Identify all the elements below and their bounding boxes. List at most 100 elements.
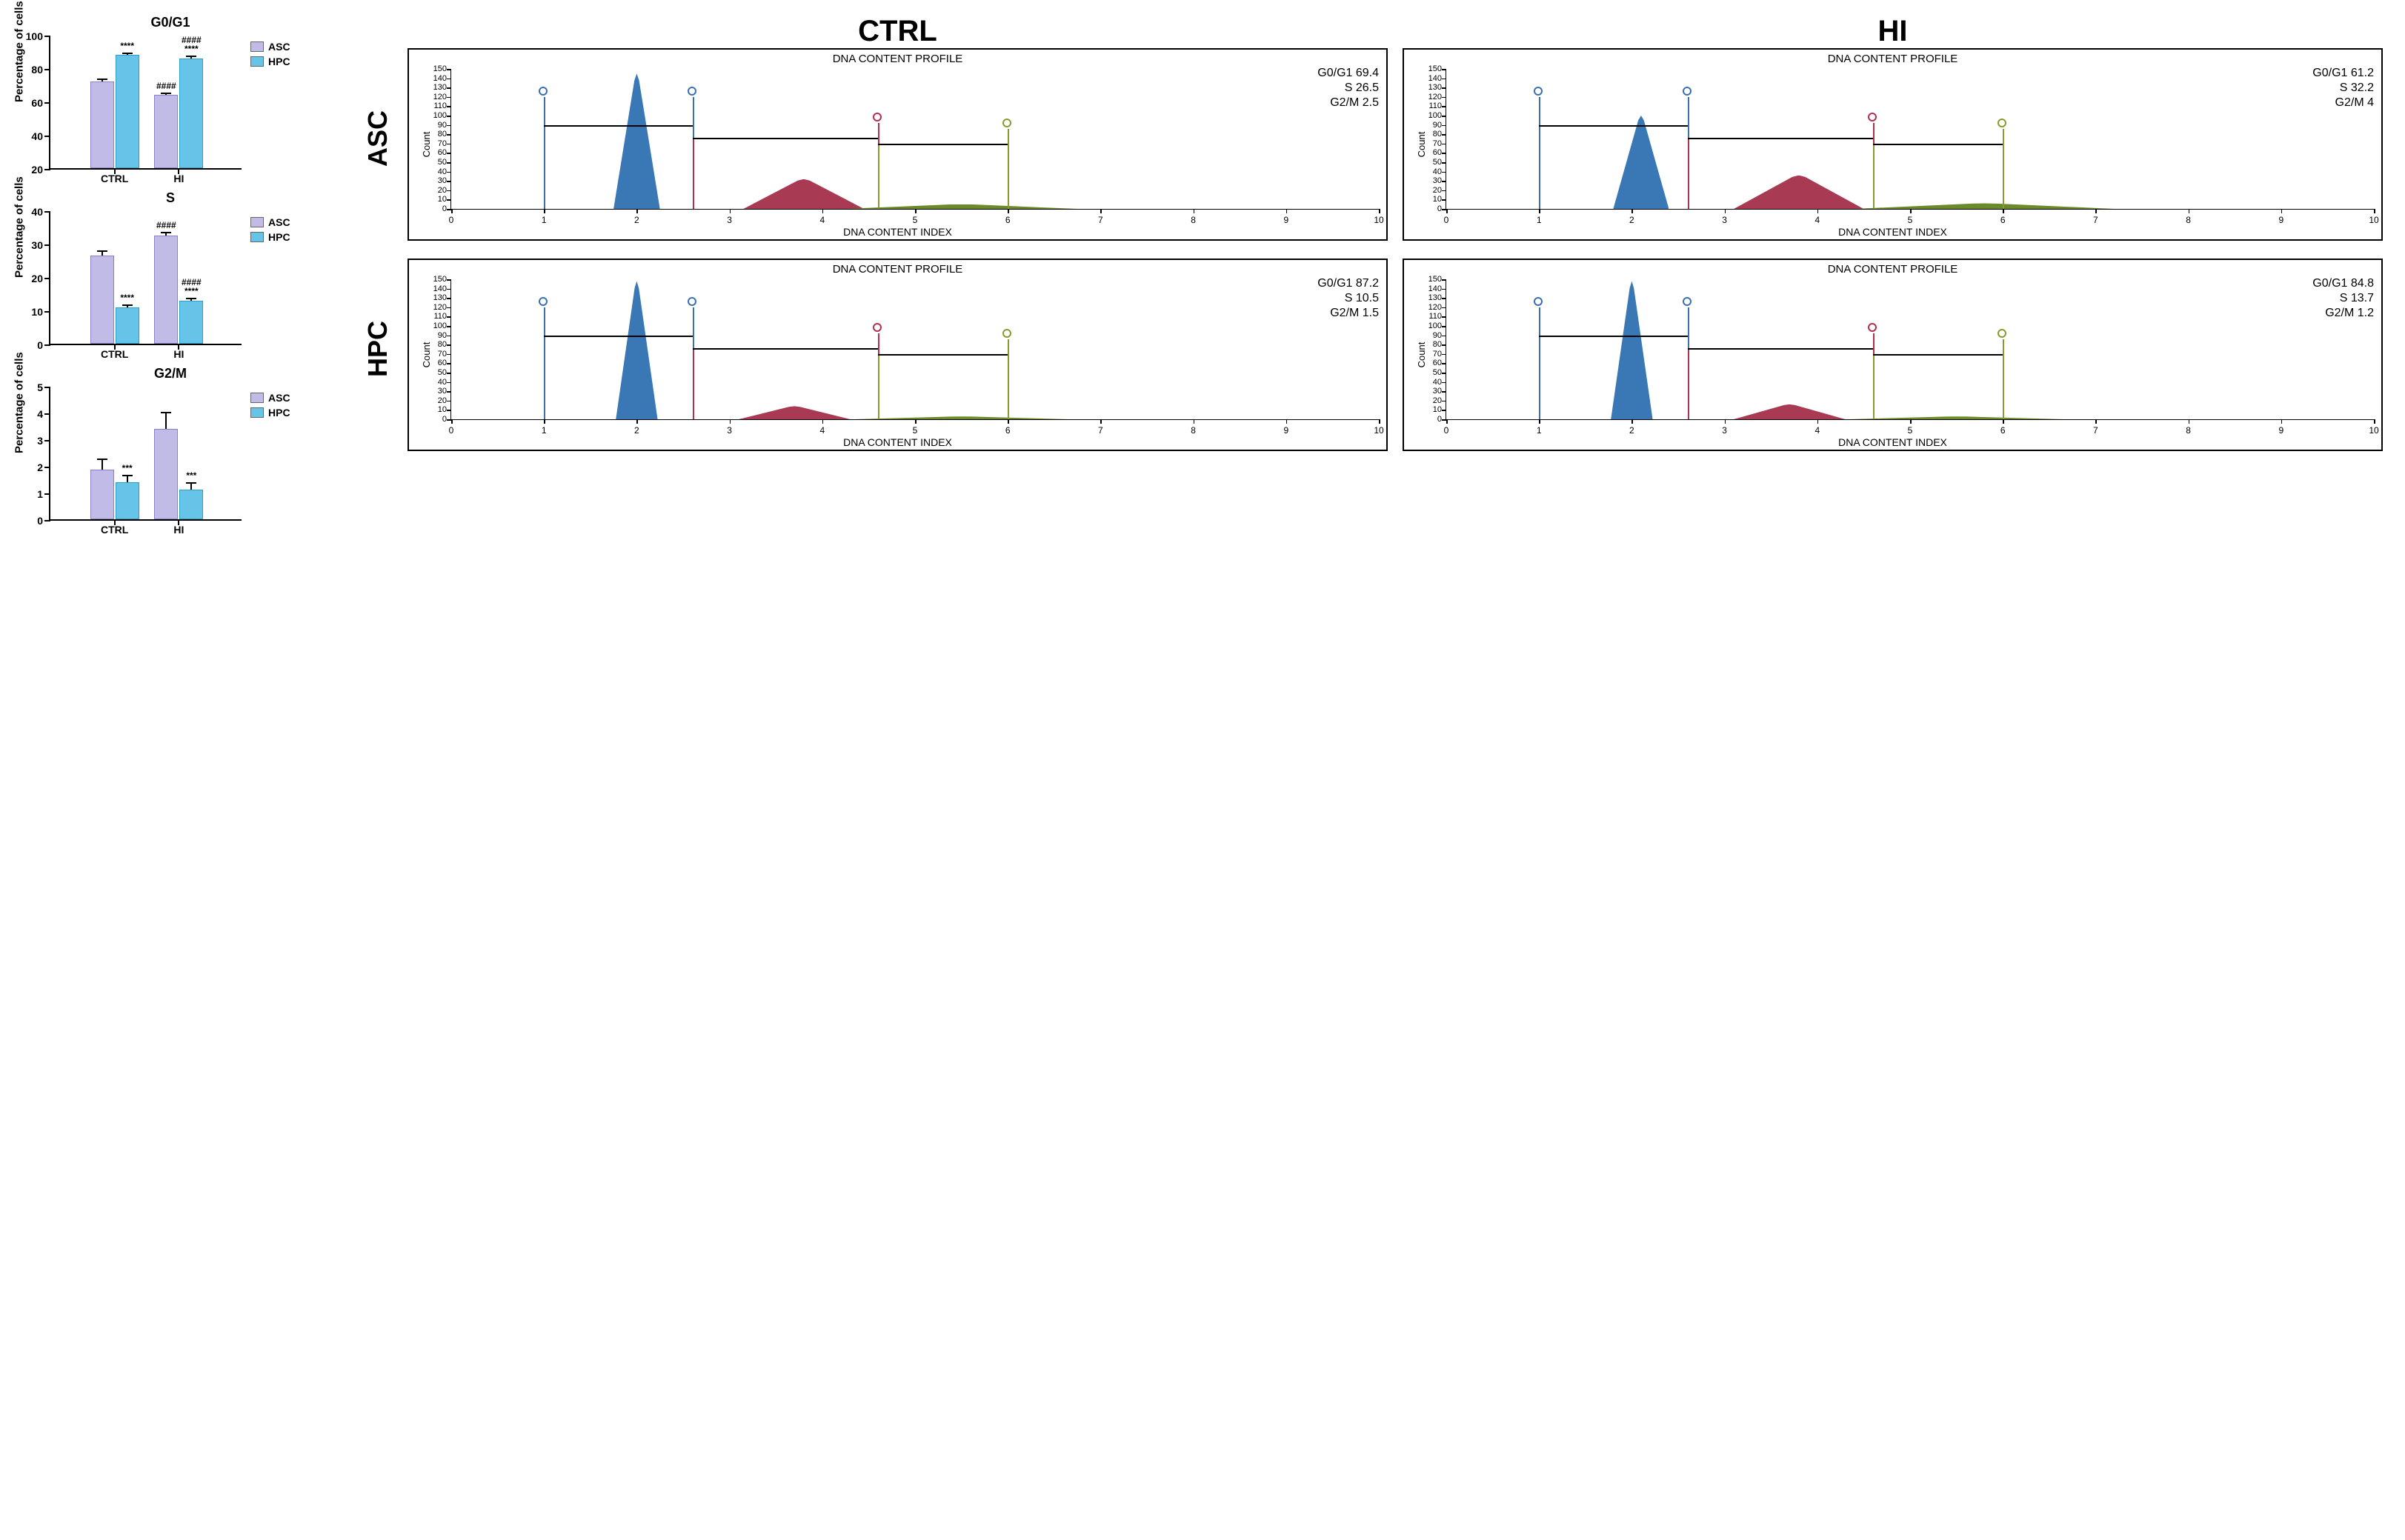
histogram-column-headers: CTRLHI: [400, 15, 2390, 48]
y-tick-label: 40: [31, 130, 50, 142]
error-bar: [102, 459, 103, 470]
gate-ring-icon: [1002, 329, 1011, 338]
y-tick-label: 5: [37, 381, 50, 393]
significance-marker: ***: [186, 471, 196, 480]
gate-ring-icon: [1997, 119, 2006, 127]
x-tick-label: 3: [1722, 215, 1727, 225]
histogram-peak: [739, 406, 850, 419]
y-tick-label: 30: [426, 176, 447, 185]
y-tick-label: 0: [37, 515, 50, 527]
histogram-panel: DNA CONTENT PROFILEG0/G1 69.4S 26.5G2/M …: [408, 48, 1388, 241]
y-tick-label: 110: [1421, 312, 1442, 321]
y-tick-label: 10: [1421, 195, 1442, 204]
bar-asc: [90, 81, 114, 168]
y-tick-label: 110: [426, 312, 447, 321]
bar-asc: [154, 236, 178, 344]
histogram-peak: [1613, 116, 1669, 209]
y-tick-label: 100: [1421, 321, 1442, 330]
y-tick-label: 10: [1421, 405, 1442, 414]
y-tick-label: 20: [31, 273, 50, 284]
histogram-title: DNA CONTENT PROFILE: [409, 263, 1386, 276]
plot-area: Percentage of cells010203040CTRL****HI##…: [49, 212, 242, 345]
x-tick-label: 8: [1191, 215, 1196, 225]
y-tick-label: 80: [1421, 130, 1442, 139]
x-tick-label: 5: [1908, 215, 1913, 225]
histogram-x-label: DNA CONTENT INDEX: [409, 436, 1386, 448]
x-tick-label: 0: [449, 425, 454, 436]
x-tick-label: 6: [2000, 425, 2006, 436]
y-tick-label: 150: [1421, 275, 1442, 284]
error-bar: [165, 413, 167, 429]
y-tick-label: 110: [426, 101, 447, 110]
x-tick-label: 9: [2278, 425, 2283, 436]
x-tick-label: 1: [1537, 425, 1542, 436]
histogram-peak: [743, 179, 864, 209]
bar-hpc: [116, 482, 139, 519]
y-tick-label: 20: [31, 164, 50, 176]
x-tick-label: 2: [634, 215, 639, 225]
error-bar: [190, 56, 192, 58]
x-tick-label: 4: [819, 215, 825, 225]
legend-label: HPC: [268, 56, 290, 67]
y-tick-label: 40: [426, 378, 447, 387]
y-tick-label: 140: [1421, 284, 1442, 293]
histogram-x-label: DNA CONTENT INDEX: [1404, 436, 2381, 448]
y-axis-label: Percentage of cells: [13, 1, 26, 102]
y-tick-label: 100: [1421, 111, 1442, 120]
bar-asc: [154, 95, 178, 168]
y-tick-label: 0: [426, 415, 447, 424]
x-tick-label: 4: [1814, 215, 1820, 225]
x-tick-label: 1: [542, 215, 547, 225]
gate-ring-icon: [1534, 87, 1543, 96]
significance-marker: ####****: [182, 278, 202, 296]
y-tick-label: 90: [1421, 331, 1442, 340]
y-tick-label: 90: [1421, 121, 1442, 130]
x-tick-label: 10: [1374, 425, 1383, 436]
y-tick-label: 110: [1421, 101, 1442, 110]
histogram-peak: [1734, 404, 1845, 419]
y-tick-label: 100: [426, 321, 447, 330]
error-bar: [127, 53, 128, 55]
y-tick-label: 70: [426, 139, 447, 148]
y-tick-label: 20: [426, 186, 447, 195]
y-tick-label: 40: [31, 206, 50, 218]
histogram-peak: [1734, 176, 1863, 209]
y-tick-label: 80: [1421, 340, 1442, 349]
x-tick-label: 1: [542, 425, 547, 436]
x-tick-label: 8: [2186, 215, 2191, 225]
y-tick-label: 40: [1421, 167, 1442, 176]
histogram-peak: [1611, 281, 1652, 419]
gate-ring-icon: [1868, 113, 1877, 121]
y-tick-label: 70: [1421, 139, 1442, 148]
bar-hpc: [116, 55, 139, 168]
histogram-peak: [1850, 416, 2063, 419]
x-tick-label: 5: [913, 425, 918, 436]
histogram-x-label: DNA CONTENT INDEX: [409, 226, 1386, 238]
error-bar: [102, 251, 103, 255]
y-tick-label: 0: [426, 204, 447, 213]
histogram-plot-area: 0123456789100102030405060708090100110120…: [1446, 279, 2374, 420]
y-tick-label: 130: [426, 83, 447, 92]
y-tick-label: 3: [37, 435, 50, 447]
legend-label: ASC: [268, 392, 290, 404]
significance-marker: ****: [120, 293, 134, 302]
gate-ring-icon: [1868, 323, 1877, 332]
x-tick-label: 0: [449, 215, 454, 225]
bar-asc: [90, 470, 114, 519]
histogram-x-label: DNA CONTENT INDEX: [1404, 226, 2381, 238]
x-tick-label: 10: [2369, 425, 2378, 436]
bar-hpc: [179, 301, 203, 344]
y-tick-label: 20: [1421, 186, 1442, 195]
y-tick-label: 90: [426, 121, 447, 130]
y-tick-label: 140: [426, 284, 447, 293]
gate-ring-icon: [1683, 87, 1692, 96]
y-tick-label: 30: [426, 387, 447, 396]
bar-hpc: [116, 307, 139, 344]
bar-chart-s: SPercentage of cells010203040CTRL****HI#…: [15, 190, 326, 345]
y-tick-label: 150: [426, 64, 447, 73]
bar-hpc: [179, 59, 203, 169]
x-tick-label: 8: [1191, 425, 1196, 436]
histogram-panel: DNA CONTENT PROFILEG0/G1 84.8S 13.7G2/M …: [1403, 259, 2383, 451]
y-tick-label: 30: [1421, 387, 1442, 396]
significance-marker: ####: [156, 221, 176, 230]
